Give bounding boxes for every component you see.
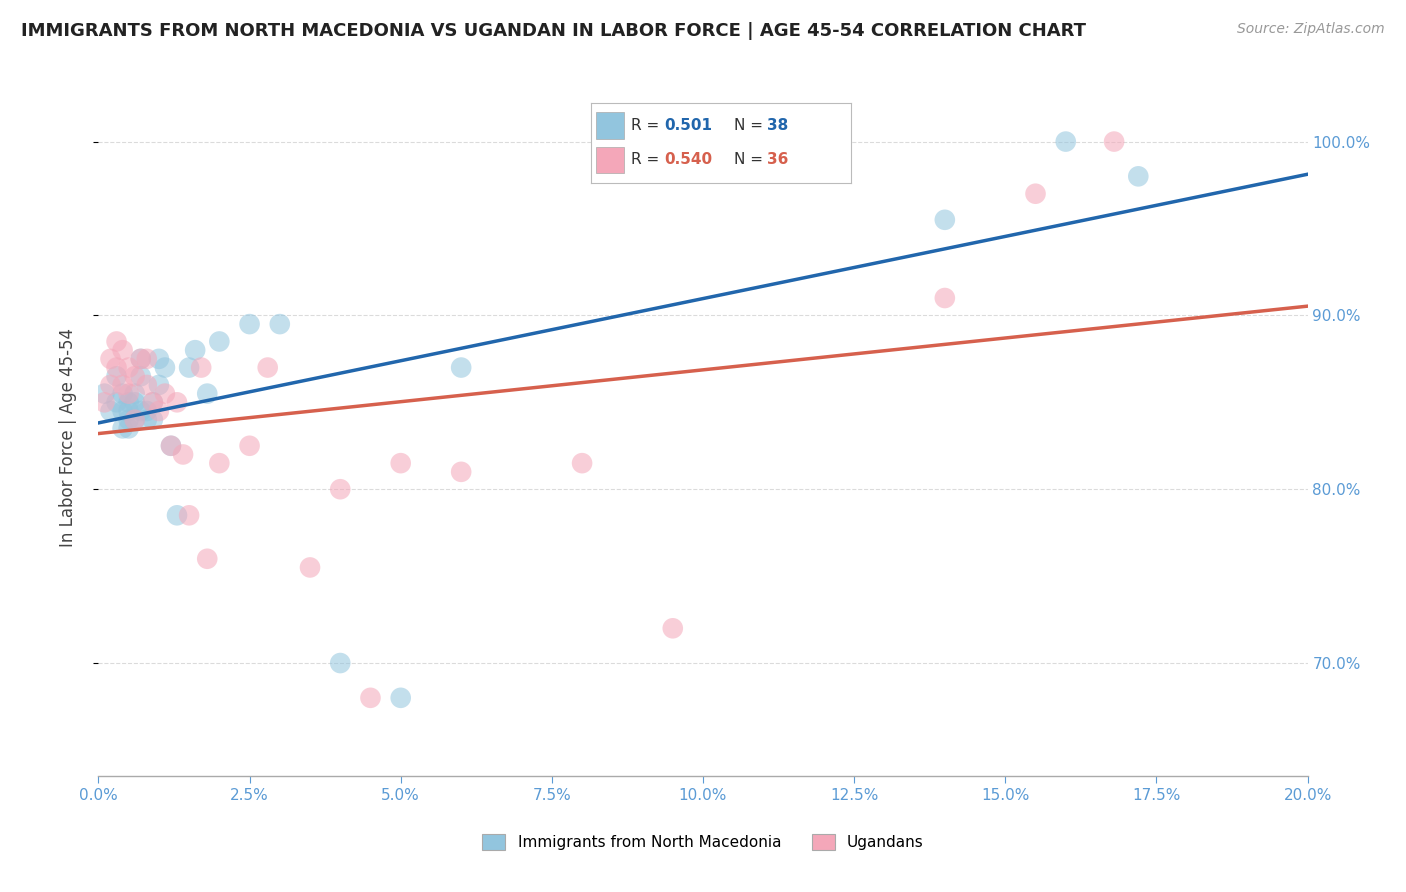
Point <box>100 404 122 418</box>
Point <box>118 404 141 418</box>
Point <box>105 360 128 375</box>
Point <box>934 291 956 305</box>
Point <box>111 378 134 392</box>
Point <box>195 386 218 401</box>
Text: 36: 36 <box>768 153 789 168</box>
Point <box>269 317 291 331</box>
Point <box>118 395 141 409</box>
Point <box>166 508 188 523</box>
Point <box>148 351 170 366</box>
Point <box>1054 135 1077 149</box>
Point <box>184 343 207 358</box>
Text: R =: R = <box>631 118 664 133</box>
Point <box>124 386 146 401</box>
Point <box>124 413 146 427</box>
Point <box>360 690 382 705</box>
Point <box>239 317 262 331</box>
Point <box>105 369 128 384</box>
Point <box>129 351 152 366</box>
Point <box>148 378 170 392</box>
Point <box>118 360 141 375</box>
Point <box>1102 135 1125 149</box>
Point <box>179 360 201 375</box>
Point <box>1128 169 1150 184</box>
Point <box>195 551 218 566</box>
Point <box>172 447 194 461</box>
Text: N =: N = <box>734 153 768 168</box>
Point <box>105 334 128 349</box>
Point <box>190 360 212 375</box>
Point <box>129 369 152 384</box>
Legend: Immigrants from North Macedonia, Ugandans: Immigrants from North Macedonia, Ugandan… <box>477 829 929 856</box>
Point <box>160 439 183 453</box>
Point <box>934 212 956 227</box>
Point <box>142 395 165 409</box>
Point <box>142 395 165 409</box>
Point <box>111 404 134 418</box>
Text: 0.501: 0.501 <box>665 118 713 133</box>
Point <box>153 386 176 401</box>
Point <box>111 421 134 435</box>
Point <box>142 413 165 427</box>
Point <box>450 465 472 479</box>
Point <box>661 621 683 635</box>
Point <box>239 439 262 453</box>
Y-axis label: In Labor Force | Age 45-54: In Labor Force | Age 45-54 <box>59 327 77 547</box>
Text: R =: R = <box>631 153 664 168</box>
Point <box>1024 186 1046 201</box>
Point <box>299 560 322 574</box>
Point <box>571 456 593 470</box>
Point <box>124 413 146 427</box>
Point <box>148 404 170 418</box>
Point <box>166 395 188 409</box>
Point <box>389 690 412 705</box>
Point <box>118 421 141 435</box>
Text: Source: ZipAtlas.com: Source: ZipAtlas.com <box>1237 22 1385 37</box>
Point <box>450 360 472 375</box>
Point <box>329 656 352 670</box>
Point <box>256 360 278 375</box>
Text: IMMIGRANTS FROM NORTH MACEDONIA VS UGANDAN IN LABOR FORCE | AGE 45-54 CORRELATIO: IMMIGRANTS FROM NORTH MACEDONIA VS UGAND… <box>21 22 1085 40</box>
Point <box>389 456 412 470</box>
Point <box>208 456 231 470</box>
Text: 38: 38 <box>768 118 789 133</box>
Point <box>124 369 146 384</box>
Point <box>135 404 157 418</box>
Point <box>100 351 122 366</box>
Text: N =: N = <box>734 118 768 133</box>
Text: 0.540: 0.540 <box>665 153 713 168</box>
Point <box>153 360 176 375</box>
Point <box>129 351 152 366</box>
Point <box>135 351 157 366</box>
Bar <box>596 147 624 173</box>
Point <box>135 378 157 392</box>
Point <box>111 386 134 401</box>
Point <box>160 439 183 453</box>
Point <box>105 395 128 409</box>
Point <box>208 334 231 349</box>
Point <box>329 482 352 496</box>
Point <box>118 386 141 401</box>
Point <box>93 386 115 401</box>
Point <box>129 404 152 418</box>
Point <box>111 343 134 358</box>
Point <box>100 378 122 392</box>
Point <box>124 395 146 409</box>
Point <box>93 395 115 409</box>
Point <box>118 413 141 427</box>
Point <box>135 413 157 427</box>
Point <box>179 508 201 523</box>
Bar <box>596 112 624 139</box>
